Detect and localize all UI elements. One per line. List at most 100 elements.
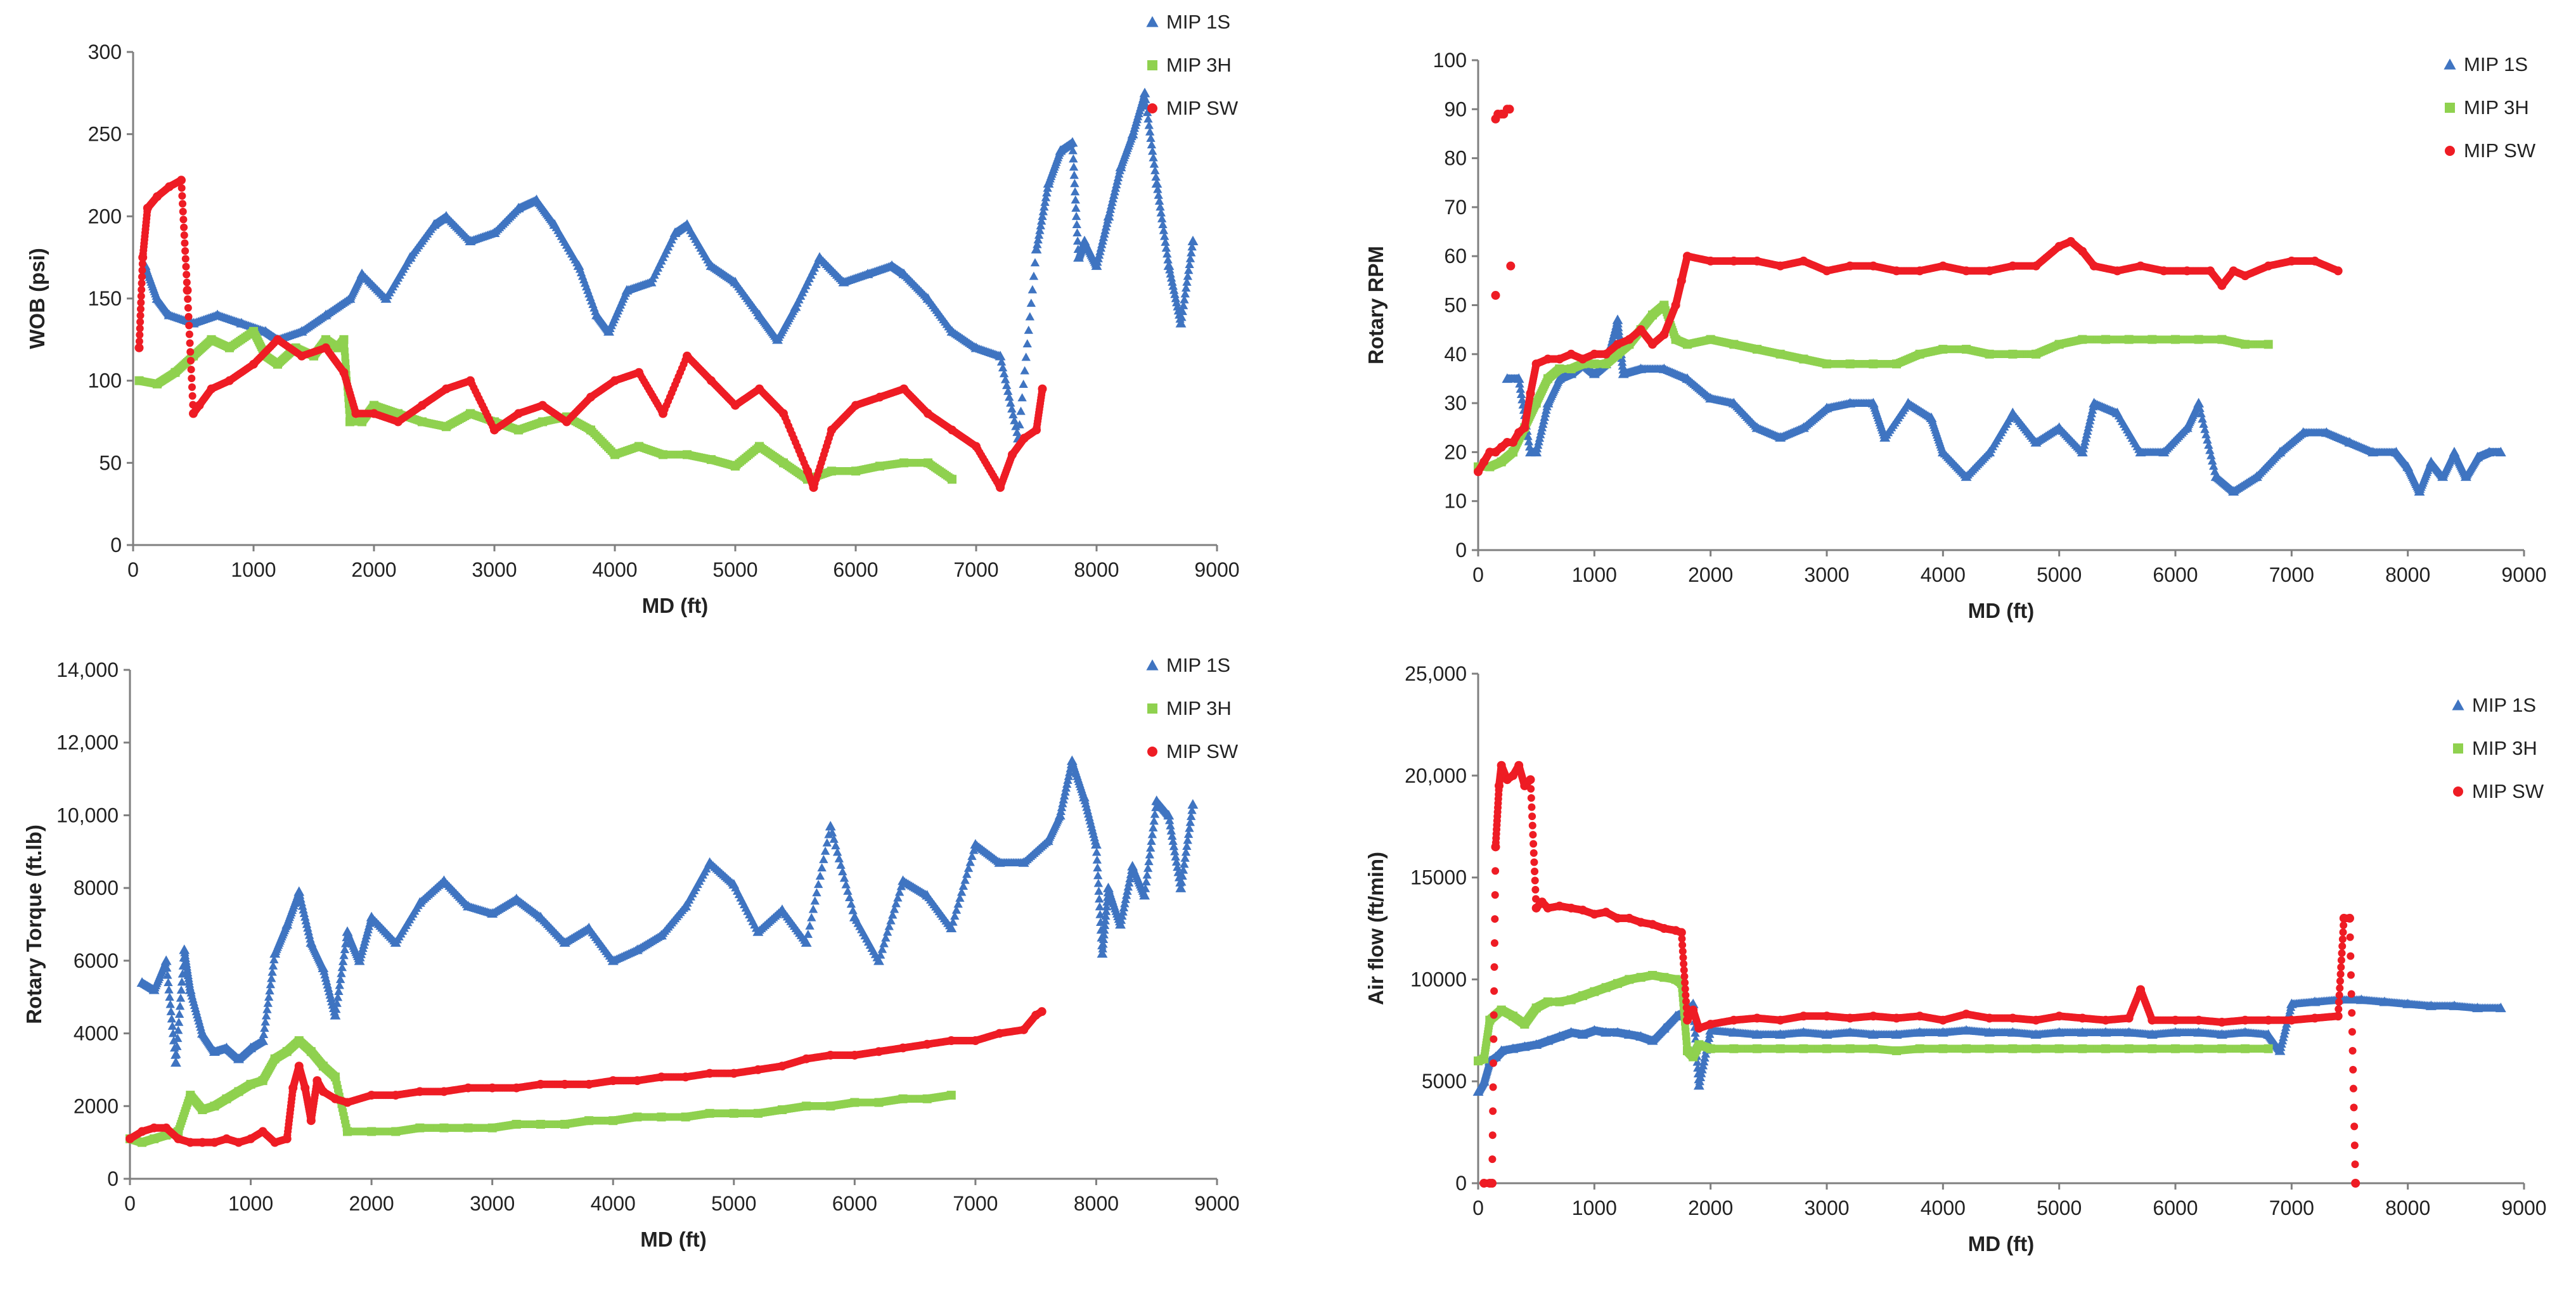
data-point xyxy=(137,305,145,313)
y-tick-label: 10 xyxy=(1444,490,1467,513)
y-tick-label: 50 xyxy=(99,451,122,474)
data-point xyxy=(812,888,821,896)
data-point xyxy=(1072,220,1081,228)
data-point xyxy=(1028,285,1037,293)
series-mip-1s xyxy=(137,755,1199,1067)
data-point xyxy=(176,1001,184,1010)
data-point xyxy=(825,821,836,830)
legend-label: MIP 1S xyxy=(2464,53,2528,75)
data-point xyxy=(804,930,813,938)
data-point xyxy=(136,331,143,338)
x-tick-label: 6000 xyxy=(2153,563,2198,586)
data-point xyxy=(1491,291,1500,300)
data-point xyxy=(181,231,188,239)
y-tick-label: 12,000 xyxy=(56,731,119,754)
data-point xyxy=(1071,203,1080,212)
x-tick-label: 2000 xyxy=(1688,563,1733,586)
x-tick-label: 0 xyxy=(127,558,139,581)
data-point xyxy=(175,1010,184,1018)
y-tick-label: 6000 xyxy=(74,949,119,972)
y-tick-label: 300 xyxy=(88,41,122,63)
x-tick-label: 2000 xyxy=(349,1192,394,1215)
data-point xyxy=(814,880,823,888)
x-tick-label: 2000 xyxy=(351,558,396,581)
data-point xyxy=(177,176,186,184)
legend-label: MIP 1S xyxy=(1166,11,1230,33)
data-point xyxy=(161,955,172,965)
legend-marker xyxy=(2445,146,2455,156)
data-point xyxy=(807,913,816,921)
x-tick-label: 8000 xyxy=(1074,1192,1119,1215)
x-tick-label: 3000 xyxy=(472,558,517,581)
data-point xyxy=(179,215,187,223)
data-point xyxy=(1188,236,1199,245)
data-point xyxy=(948,475,956,484)
y-tick-label: 0 xyxy=(107,1167,119,1190)
x-tick-label: 1000 xyxy=(228,1192,273,1215)
data-point xyxy=(136,338,143,345)
data-point xyxy=(1038,385,1047,394)
y-tick-label: 20 xyxy=(1444,440,1467,463)
legend-label: MIP SW xyxy=(2464,139,2536,162)
data-point xyxy=(188,383,196,391)
y-tick-label: 80 xyxy=(1444,147,1467,170)
y-tick-label: 8000 xyxy=(74,876,119,899)
data-point xyxy=(1026,312,1034,321)
y-tick-label: 90 xyxy=(1444,98,1467,120)
data-point xyxy=(138,279,146,287)
data-point xyxy=(184,304,192,312)
data-point xyxy=(136,324,144,332)
y-tick-label: 0 xyxy=(1455,539,1467,562)
data-point xyxy=(184,295,191,303)
data-point xyxy=(165,992,174,1001)
legend-marker xyxy=(2445,103,2455,113)
data-point xyxy=(188,375,195,382)
legend-label: MIP SW xyxy=(1166,97,1239,119)
data-point xyxy=(1071,187,1079,195)
data-point xyxy=(179,208,187,215)
x-tick-label: 6000 xyxy=(832,1192,877,1215)
y-tick-label: 200 xyxy=(88,205,122,228)
x-tick-label: 6000 xyxy=(833,558,878,581)
x-tick-label: 3000 xyxy=(470,1192,515,1215)
data-point xyxy=(164,978,172,986)
data-point xyxy=(166,999,175,1008)
x-tick-label: 9000 xyxy=(1194,1192,1239,1215)
data-point xyxy=(805,921,814,930)
legend-label: MIP 3H xyxy=(1166,54,1232,76)
data-point xyxy=(138,292,145,300)
data-point xyxy=(177,985,186,994)
y-tick-label: 70 xyxy=(1444,196,1467,219)
x-tick-label: 1000 xyxy=(231,558,276,581)
data-point xyxy=(1029,272,1038,280)
x-tick-label: 9000 xyxy=(1194,558,1239,581)
data-point xyxy=(1506,262,1515,271)
data-point xyxy=(137,312,145,319)
y-tick-label: 100 xyxy=(1433,49,1467,72)
data-point xyxy=(2334,266,2343,275)
y-tick-label: 14,000 xyxy=(56,658,119,681)
data-point xyxy=(187,357,195,364)
data-point xyxy=(1016,407,1025,415)
y-tick-label: 150 xyxy=(88,287,122,310)
y-tick-label: 100 xyxy=(88,369,122,392)
y-tick-label: 2000 xyxy=(74,1094,119,1117)
x-tick-label: 4000 xyxy=(1921,563,1966,586)
y-tick-label: 10,000 xyxy=(56,804,119,826)
data-point xyxy=(186,330,193,338)
x-tick-label: 8000 xyxy=(2385,563,2430,586)
data-point xyxy=(1017,393,1026,401)
data-point xyxy=(138,273,146,281)
data-point xyxy=(1072,212,1081,220)
x-tick-label: 3000 xyxy=(1804,563,1849,586)
x-tick-label: 8000 xyxy=(1074,558,1119,581)
x-tick-label: 9000 xyxy=(2501,563,2546,586)
data-point xyxy=(164,985,173,994)
data-point xyxy=(1069,162,1078,170)
data-point xyxy=(182,255,190,262)
data-point xyxy=(2264,340,2273,349)
